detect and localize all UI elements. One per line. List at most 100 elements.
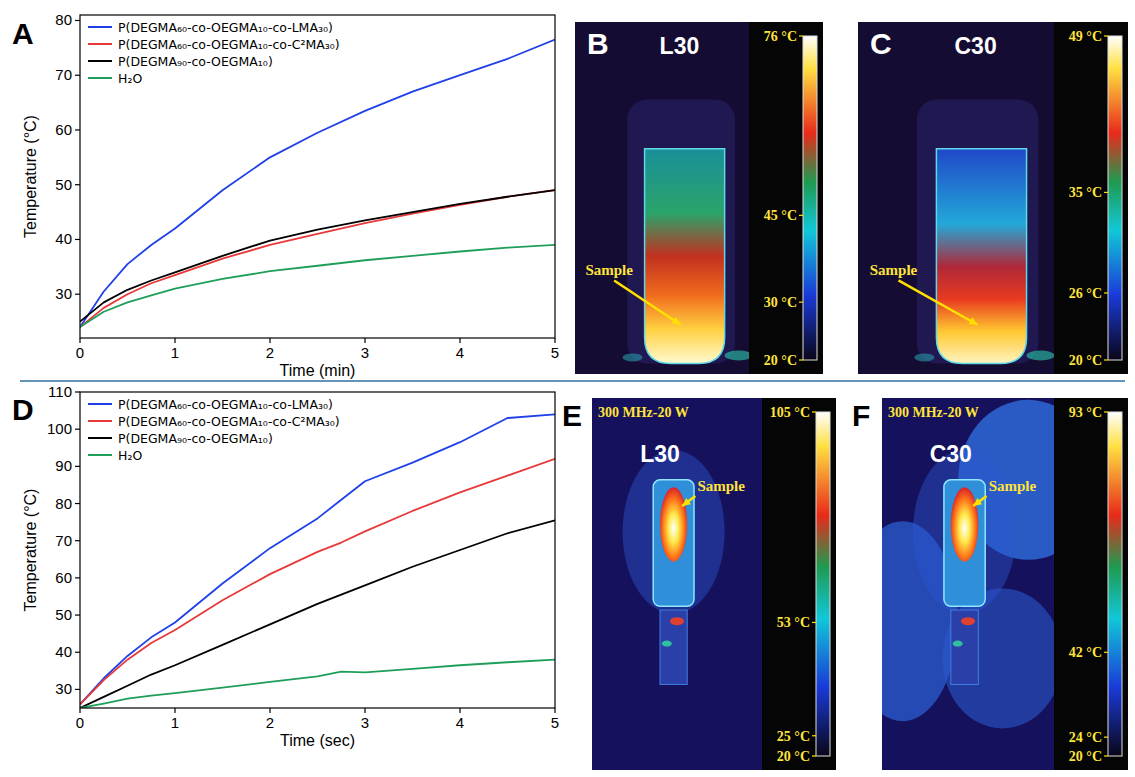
thermal-image: 93 °C42 °C24 °C20 °CC30300 MHz-20 WSampl… — [848, 398, 1128, 770]
scene-spot — [961, 617, 975, 625]
x-tick-label: 1 — [171, 344, 179, 361]
plot-frame — [80, 15, 555, 338]
legend-label: P(DEGMA₆₀-co-OEGMA₁₀-co-C²MA₃₀) — [118, 414, 340, 429]
y-tick-label: 80 — [55, 11, 72, 28]
colorbar — [803, 36, 817, 360]
colorbar-tick — [799, 35, 803, 36]
arrow-line — [682, 496, 695, 506]
image-title: C30 — [930, 441, 972, 467]
x-tick-label: 3 — [361, 714, 369, 731]
y-tick-label: 100 — [47, 420, 72, 437]
thermal-image: 105 °C53 °C25 °C20 °CL30300 MHz-20 WSamp… — [592, 398, 836, 770]
y-tick — [75, 689, 80, 690]
plot-marks — [80, 40, 555, 327]
legend-label: P(DEGMA₉₀-co-OEGMA₁₀) — [118, 54, 273, 69]
annotation: Sample — [697, 478, 745, 494]
y-tick — [75, 540, 80, 541]
panel-letter: B — [587, 27, 609, 60]
line-chart: D30405060708090100110012345Time (sec)Tem… — [12, 383, 559, 749]
x-tick-label: 4 — [456, 714, 464, 731]
scene-spot — [725, 350, 749, 360]
y-tick-label: 60 — [55, 121, 72, 138]
hot-spot — [951, 487, 979, 561]
legend-label: H₂O — [118, 71, 142, 86]
x-tick — [364, 338, 365, 343]
legend: P(DEGMA₆₀-co-OEGMA₁₀-co-LMA₃₀)P(DEGMA₆₀-… — [88, 397, 340, 463]
y-tick-label: 50 — [55, 176, 72, 193]
panel-letter: F — [852, 399, 870, 432]
arrow-head — [973, 498, 982, 506]
annotation: Sample — [585, 262, 633, 278]
colorbar-label: 30 °C — [764, 295, 797, 310]
colorbar-label: 49 °C — [1069, 29, 1102, 44]
colorbar-label: 25 °C — [777, 729, 810, 744]
x-tick — [174, 338, 175, 343]
x-tick-label: 5 — [551, 344, 559, 361]
y-tick-label: 40 — [55, 230, 72, 247]
legend-label: H₂O — [118, 448, 142, 463]
scene-glow — [623, 450, 725, 614]
x-tick-label: 0 — [76, 344, 84, 361]
x-tick — [79, 708, 80, 713]
colorbar-tick — [812, 411, 816, 412]
x-tick — [364, 708, 365, 713]
colorbar-label: 20 °C — [764, 353, 797, 368]
legend-swatch — [88, 60, 112, 62]
colorbar-label: 35 °C — [1069, 185, 1102, 200]
y-tick-label: 80 — [55, 495, 72, 512]
image-subtitle: 300 MHz-20 W — [888, 405, 979, 420]
legend-label: P(DEGMA₉₀-co-OEGMA₁₀) — [118, 431, 273, 446]
colorbar-label: 20 °C — [1069, 749, 1102, 764]
x-tick — [174, 708, 175, 713]
x-tick-label: 1 — [171, 714, 179, 731]
panel-letter: C — [870, 27, 892, 60]
image-title: C30 — [954, 33, 996, 59]
series-line — [80, 459, 555, 704]
scene-spot — [1027, 350, 1054, 360]
colorbar-tick — [812, 755, 816, 756]
x-tick — [459, 338, 460, 343]
x-tick — [459, 708, 460, 713]
series-line — [80, 660, 555, 708]
y-tick — [75, 239, 80, 240]
annotation: Sample — [989, 478, 1037, 494]
panel-letter: E — [562, 399, 582, 432]
scene-spot — [953, 641, 963, 647]
series-line — [80, 245, 555, 327]
image-background — [575, 22, 823, 374]
colorbar-tick — [1104, 411, 1108, 412]
y-tick — [75, 652, 80, 653]
y-tick — [75, 614, 80, 615]
y-tick-label: 110 — [48, 383, 72, 400]
series-line — [80, 190, 555, 321]
scene — [914, 99, 1054, 363]
colorbar-tick — [1104, 737, 1108, 738]
colorbar-tick — [1104, 755, 1108, 756]
colorbar-tick — [812, 622, 816, 623]
x-tick — [269, 338, 270, 343]
vial — [645, 149, 725, 364]
arrow-line — [973, 496, 986, 506]
colorbar-tick — [812, 735, 816, 736]
y-tick-label: 90 — [55, 457, 72, 474]
x-tick-label: 2 — [266, 714, 274, 731]
divider — [20, 380, 1125, 382]
y-tick — [75, 20, 80, 21]
y-tick-label: 40 — [55, 643, 72, 660]
y-tick — [75, 184, 80, 185]
colorbar-tick — [799, 302, 803, 303]
colorbar-label: 24 °C — [1069, 730, 1102, 745]
panel-letter: D — [12, 393, 34, 426]
colorbar-label: 76 °C — [764, 29, 797, 44]
scene — [623, 99, 749, 363]
x-tick-label: 3 — [361, 344, 369, 361]
legend-label: P(DEGMA₆₀-co-OEGMA₁₀-co-LMA₃₀) — [118, 20, 333, 35]
arrow-line — [614, 280, 680, 324]
y-tick-label: 50 — [55, 606, 72, 623]
colorbar — [1108, 412, 1122, 756]
colorbar-strip — [749, 22, 823, 374]
y-tick-label: 60 — [55, 569, 72, 586]
image-background — [592, 398, 836, 770]
colorbar-strip — [1054, 398, 1128, 770]
arrow-line — [898, 280, 977, 324]
